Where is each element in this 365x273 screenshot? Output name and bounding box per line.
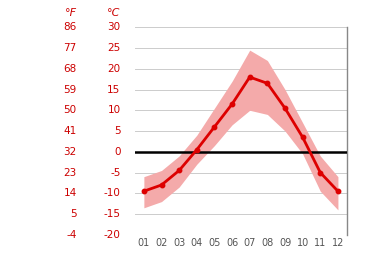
Text: 14: 14	[64, 188, 77, 198]
Text: -10: -10	[104, 188, 120, 198]
Text: 68: 68	[64, 64, 77, 74]
Text: -15: -15	[103, 209, 120, 219]
Text: 50: 50	[64, 105, 77, 115]
Text: 0: 0	[114, 147, 120, 157]
Text: 15: 15	[107, 85, 120, 94]
Text: -4: -4	[66, 230, 77, 240]
Text: 86: 86	[64, 22, 77, 32]
Text: 5: 5	[70, 209, 77, 219]
Text: 41: 41	[64, 126, 77, 136]
Text: °F: °F	[65, 8, 77, 18]
Text: -5: -5	[110, 168, 120, 177]
Text: 77: 77	[64, 43, 77, 53]
Text: °C: °C	[107, 8, 120, 18]
Text: 59: 59	[64, 85, 77, 94]
Text: 32: 32	[64, 147, 77, 157]
Text: 23: 23	[64, 168, 77, 177]
Text: 20: 20	[107, 64, 120, 74]
Text: 25: 25	[107, 43, 120, 53]
Text: 10: 10	[107, 105, 120, 115]
Text: 30: 30	[107, 22, 120, 32]
Text: 5: 5	[114, 126, 120, 136]
Text: -20: -20	[104, 230, 120, 240]
